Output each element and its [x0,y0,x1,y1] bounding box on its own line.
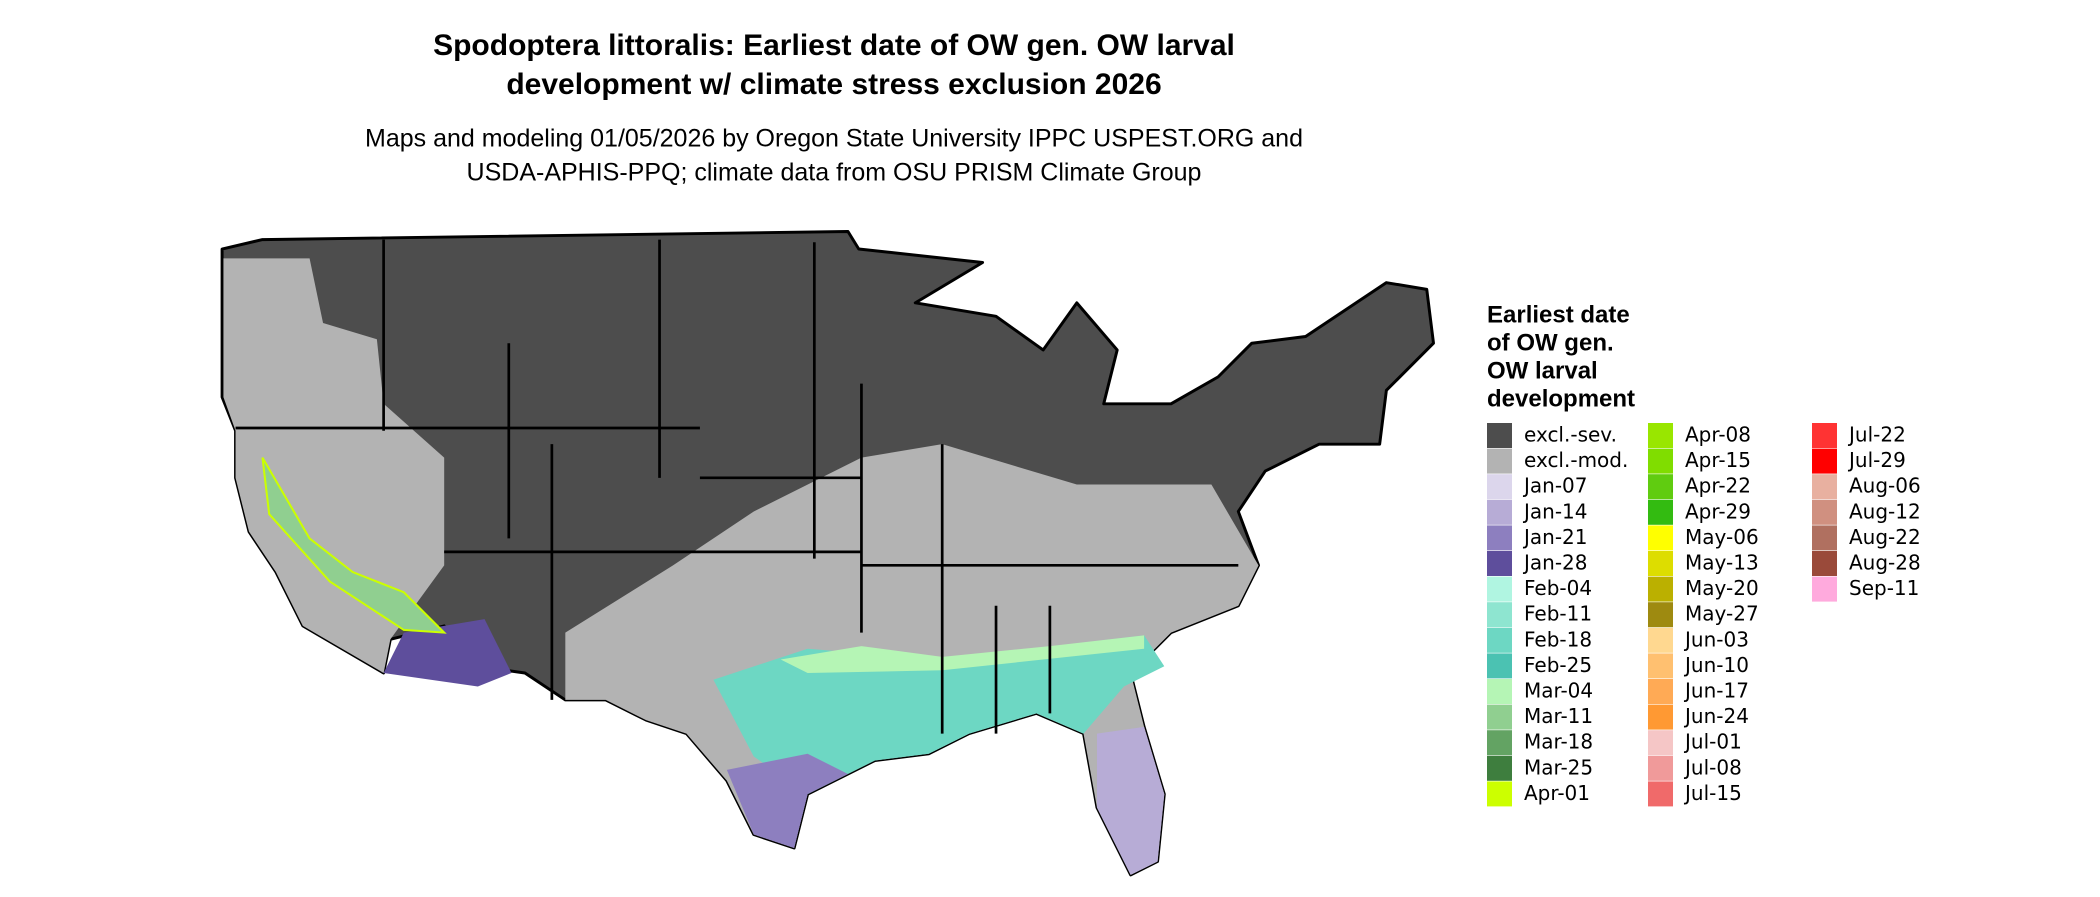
legend-label: Feb-11 [1524,602,1592,626]
region-jan-tx [726,753,848,848]
legend-label: Jun-10 [1683,653,1749,677]
legend-swatch [1648,551,1673,576]
legend-label: Mar-11 [1524,704,1593,728]
legend-swatch [1487,730,1512,756]
legend-swatch [1648,525,1673,551]
legend-label: Jul-01 [1683,730,1742,754]
legend-swatch [1487,704,1512,730]
region-jan-az [383,619,512,687]
legend-label: Apr-15 [1685,448,1751,472]
title-line: development w/ climate stress exclusion … [506,68,1161,101]
legend-label: Apr-22 [1685,474,1751,498]
legend-label: Mar-25 [1524,755,1593,779]
legend-label: Jul-22 [1847,423,1906,447]
legend-swatch [1812,576,1837,602]
legend-label: Apr-29 [1685,499,1751,523]
region-feb [713,635,1165,795]
legend-swatch [1648,423,1673,448]
region-ca [261,457,447,634]
legend-swatch [1648,755,1673,781]
legend-label: Jun-17 [1683,679,1749,703]
legend-swatch [1487,423,1512,448]
subtitle-line: Maps and modeling 01/05/2026 by Oregon S… [365,125,1303,153]
legend-label: May-20 [1685,576,1759,600]
legend-label: Aug-06 [1849,474,1921,498]
legend-swatch [1487,474,1512,500]
legend-swatch [1812,499,1837,525]
legend-swatch [1648,627,1673,653]
titles: Spodoptera littoralis: Earliest date of … [365,29,1303,187]
legend-label: Feb-18 [1524,627,1592,651]
legend-label: Apr-01 [1524,781,1590,805]
legend-swatch [1487,755,1512,781]
region-mar [780,635,1145,673]
legend-swatch [1648,704,1673,730]
legend-label: Aug-28 [1849,551,1921,575]
legend-title-line: OW larval [1487,357,1598,384]
legend-label: Sep-11 [1849,576,1919,600]
legend-label: Feb-25 [1524,653,1592,677]
legend-swatch [1648,730,1673,756]
legend-label: May-13 [1685,551,1759,575]
title-line: Spodoptera littoralis: Earliest date of … [433,29,1235,62]
legend-swatch [1812,525,1837,551]
legend-swatch [1648,653,1673,679]
legend-label: Jan-28 [1522,551,1588,575]
legend-label: May-27 [1685,602,1759,626]
legend-swatch [1487,602,1512,628]
legend-label: Jul-29 [1847,448,1906,472]
legend-label: Jul-08 [1683,755,1742,779]
legend-swatch [1487,627,1512,653]
legend-label: Aug-12 [1849,499,1921,523]
legend-swatch [1487,679,1512,704]
legend-swatch [1648,448,1673,474]
legend-label: Mar-04 [1524,679,1593,703]
legend-label: Feb-04 [1524,576,1592,600]
legend-label: Jan-07 [1522,474,1588,498]
legend-swatch [1648,474,1673,500]
legend-swatch [1812,423,1837,448]
legend-swatch [1648,602,1673,628]
legend-swatch [1648,499,1673,525]
legend-label: May-06 [1685,525,1759,549]
legend-swatch [1648,679,1673,704]
legend-title-line: of OW gen. [1487,329,1614,356]
region-jan-fl [1096,726,1165,875]
legend-swatch [1487,525,1512,551]
legend-swatch [1487,576,1512,602]
legend-label: Aug-22 [1849,525,1921,549]
legend-swatch [1487,781,1512,807]
legend-label: Jan-14 [1522,499,1588,523]
legend-label: Jun-03 [1683,627,1749,651]
legend-label: Mar-18 [1524,730,1593,754]
legend-swatch [1812,551,1837,576]
region-moderate-west [223,258,445,673]
legend-title-line: development [1487,385,1635,412]
legend-swatch [1812,474,1837,500]
legend-swatch [1812,448,1837,474]
legend-swatch [1487,653,1512,679]
legend-label: excl.-sev. [1524,423,1617,447]
legend-label: Jul-15 [1683,781,1742,805]
legend-swatch [1648,781,1673,807]
legend-swatch [1487,499,1512,525]
legend-label: Apr-08 [1685,423,1751,447]
legend-swatch [1487,551,1512,576]
state-borders [235,239,1239,734]
legend-label: Jun-24 [1683,704,1749,728]
legend-title-line: Earliest date [1487,301,1630,328]
map [220,230,1435,877]
subtitle-line: USDA-APHIS-PPQ; climate data from OSU PR… [467,159,1202,187]
legend-label: Jan-21 [1522,525,1588,549]
legend-swatch [1487,448,1512,474]
legend-label: excl.-mod. [1524,448,1628,472]
legend-swatch [1648,576,1673,602]
